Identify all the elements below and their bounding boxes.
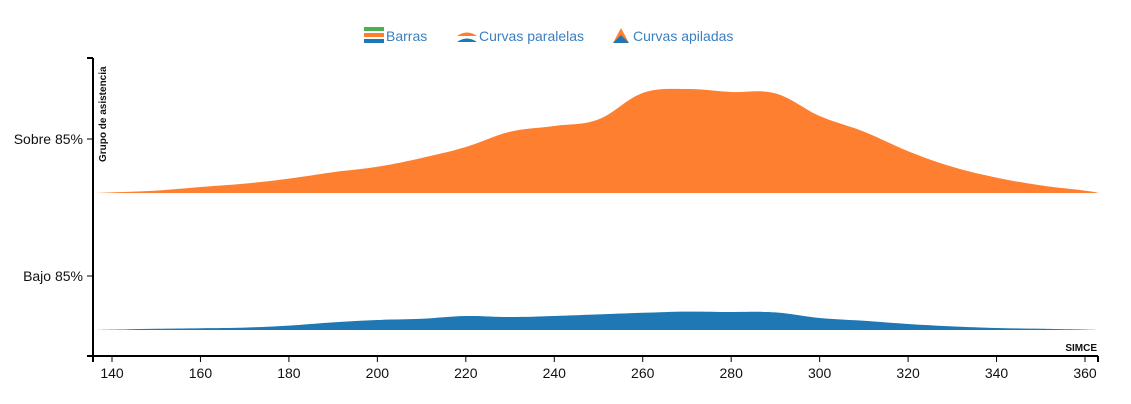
x-tick-label: 300: [808, 365, 832, 381]
stacked-curves-icon: [611, 27, 631, 45]
x-tick-label: 320: [896, 365, 920, 381]
legend-item-curvas-paralelas[interactable]: Curvas paralelas: [457, 26, 584, 46]
density-area-sobre-85: [95, 88, 1098, 193]
x-tick-label: 360: [1073, 365, 1097, 381]
density-area-bajo-85: [95, 311, 1098, 330]
x-axis-title: SIMCE: [1065, 343, 1097, 354]
y-tick-label: Sobre 85%: [14, 131, 83, 147]
bars-icon: [364, 27, 384, 45]
x-tick-label: 180: [277, 365, 301, 381]
x-tick-label: 280: [720, 365, 744, 381]
x-tick-label: 340: [985, 365, 1009, 381]
legend-label-curvas-paralelas: Curvas paralelas: [479, 28, 585, 44]
legend-item-curvas-apiladas[interactable]: Curvas apiladas: [611, 26, 733, 46]
chart-areas: [95, 88, 1098, 330]
y-axis-title: Grupo de asistencia: [98, 66, 109, 162]
x-tick-label: 240: [543, 365, 567, 381]
legend-item-barras[interactable]: Barras: [364, 26, 427, 46]
x-tick-label: 260: [631, 365, 655, 381]
x-tick-label: 220: [454, 365, 478, 381]
x-tick-label: 200: [366, 365, 390, 381]
x-tick-label: 140: [100, 365, 124, 381]
legend-label-barras: Barras: [386, 28, 428, 44]
legend-label-curvas-apiladas: Curvas apiladas: [633, 28, 734, 44]
y-axis: Sobre 85% Bajo 85%: [14, 57, 93, 357]
x-tick-label: 160: [189, 365, 213, 381]
y-tick-label: Bajo 85%: [23, 268, 83, 284]
parallel-curves-icon: [457, 27, 477, 45]
x-axis: 140 160 180 200 220 240 260 280 300 320 340 360: [92, 356, 1099, 381]
chart-legend: Barras Curvas paralelas Curvas apiladas: [0, 0, 1131, 60]
